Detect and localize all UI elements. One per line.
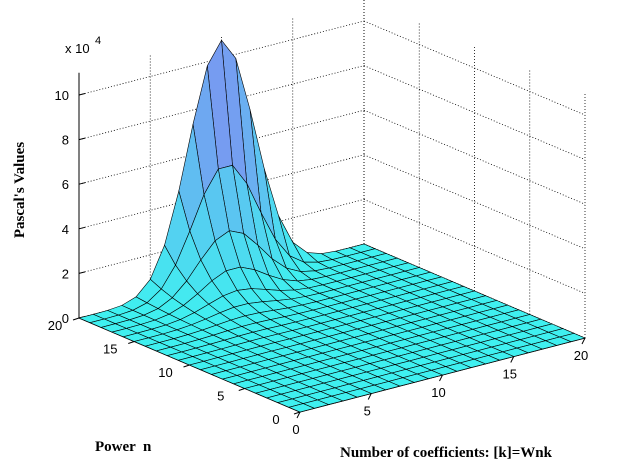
z-exponent-label: 4 (95, 35, 101, 47)
x-tick-mark (296, 411, 301, 419)
grid-line (363, 154, 586, 250)
z-tick-label: 2 (62, 266, 69, 281)
z-tick-label: 0 (62, 311, 69, 326)
z-tick-label: 10 (55, 88, 69, 103)
z-tick-mark (78, 137, 86, 141)
z-tick-label: 4 (62, 222, 69, 237)
y-tick-label: 5 (217, 389, 224, 404)
y-tick-label: 15 (103, 342, 117, 357)
y-tick-mark (183, 364, 190, 368)
y-tick-mark (128, 341, 135, 344)
z-tick-label: 6 (62, 177, 69, 192)
grid-line (363, 199, 586, 294)
z-tick-label: 8 (62, 133, 69, 148)
x-tick-label: 15 (503, 367, 517, 382)
surface-mesh (78, 39, 586, 413)
grid-line (363, 65, 586, 160)
y-tick-mark (293, 411, 301, 415)
grid-line (363, 109, 586, 205)
x-tick-label: 10 (431, 385, 445, 400)
x-tick-mark (367, 393, 372, 400)
x-tick-label: 0 (292, 422, 299, 437)
surface-patch (287, 403, 316, 413)
z-tick-mark (78, 182, 86, 185)
z-tick-mark (78, 226, 86, 230)
y-tick-label: 20 (48, 318, 62, 333)
x-tick-mark (581, 337, 586, 345)
x-tick-label: 5 (364, 404, 371, 419)
x-tick-mark (510, 356, 515, 363)
z-multiplier-label: x 10 (65, 41, 90, 56)
y-tick-label: 10 (158, 365, 172, 380)
x-tick-mark (439, 374, 443, 382)
y-tick-label: 0 (272, 412, 279, 427)
z-tick-mark (78, 93, 86, 96)
z-axis-label: Pascal's Values (12, 142, 28, 238)
z-tick-mark (78, 271, 86, 274)
y-tick-mark (238, 388, 245, 391)
grid-line (363, 20, 586, 116)
y-axis-label: Power n (95, 439, 152, 455)
y-tick-mark (72, 317, 80, 321)
x-tick-label: 20 (574, 348, 588, 363)
x-axis-label: Number of coefficients: [k]=Wnk (340, 445, 553, 461)
